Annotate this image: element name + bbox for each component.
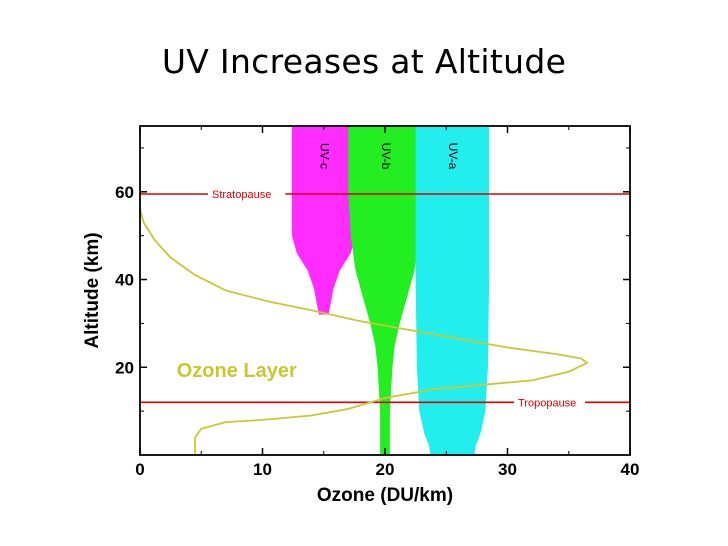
ozone-profile-line — [139, 209, 588, 455]
uv-band-uv-c — [291, 126, 356, 315]
y-tick-label: 40 — [115, 271, 134, 290]
x-tick-label: 30 — [498, 460, 517, 479]
y-tick-label: 20 — [115, 358, 134, 377]
y-axis-title: Altitude (km) — [82, 232, 103, 348]
tropopause-label: Tropopause — [518, 397, 576, 409]
x-tick-label: 0 — [135, 460, 144, 479]
reference-lines-layer: Stratopause Tropopause — [140, 185, 630, 410]
stratopause-label: Stratopause — [212, 189, 271, 201]
ticks-layer: 0 10 20 30 40 20 40 60 — [115, 126, 639, 479]
uv-bands-layer: UV-c UV-b UV-a — [291, 126, 490, 455]
reference-label-background — [514, 394, 585, 410]
uv-band-label: UV-a — [446, 143, 460, 170]
uv-band-uv-b — [348, 126, 422, 455]
ozone-layer-label: Ozone Layer — [177, 360, 297, 382]
x-tick-label: 40 — [621, 460, 640, 479]
x-tick-label: 20 — [376, 460, 395, 479]
x-axis-title: Ozone (DU/km) — [317, 485, 453, 506]
y-tick-label: 60 — [115, 183, 134, 202]
uv-band-label: UV-b — [379, 143, 393, 170]
uv-band-uv-a — [415, 126, 490, 455]
x-tick-label: 10 — [253, 460, 272, 479]
reference-label-background — [208, 185, 286, 201]
slide-title: UV Increases at Altitude — [161, 42, 567, 81]
series-layer: Ozone Layer — [139, 209, 588, 455]
uv-band-label: UV-c — [318, 143, 332, 169]
